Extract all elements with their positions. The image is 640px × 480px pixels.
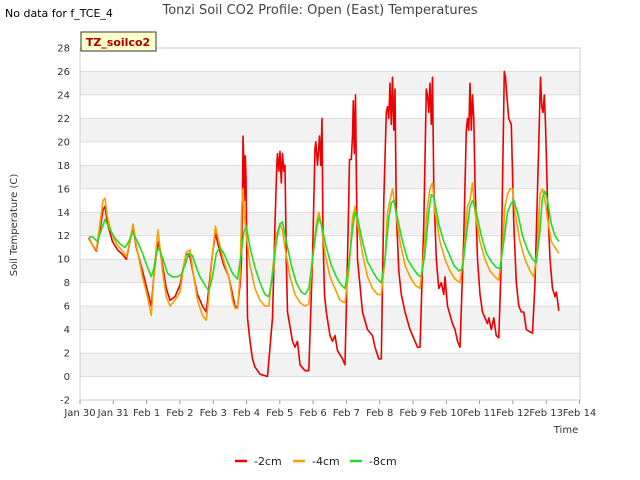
y-tick-label: 8 <box>64 278 70 289</box>
y-tick-label: 16 <box>57 184 70 195</box>
x-tick-label: Feb 5 <box>266 408 293 419</box>
band <box>80 165 580 189</box>
x-tick-label: Feb 1 <box>133 408 160 419</box>
x-tick-label: Feb 8 <box>366 408 393 419</box>
x-tick-label: Feb 7 <box>333 408 360 419</box>
legend-label: -2cm <box>254 455 282 468</box>
y-tick-label: 4 <box>64 325 70 336</box>
band <box>80 259 580 283</box>
y-tick-label: 22 <box>57 114 70 125</box>
x-axis-label: Time <box>553 425 578 436</box>
y-tick-label: 14 <box>57 208 70 219</box>
y-tick-label: 18 <box>57 161 70 172</box>
series-line-m2cm <box>88 70 560 378</box>
y-tick-label: 6 <box>64 302 70 313</box>
legend-label: -4cm <box>312 455 340 468</box>
y-tick-label: 24 <box>57 90 70 101</box>
band <box>80 306 580 330</box>
y-tick-label: 0 <box>64 372 70 383</box>
annotation-text: TZ_soilco2 <box>86 36 150 49</box>
x-tick-label: Feb 12 <box>496 408 530 419</box>
y-tick-label: 2 <box>64 349 70 360</box>
x-tick-label: Jan 30 <box>63 408 95 419</box>
y-tick-label: 28 <box>57 44 70 55</box>
x-tick-label: Feb 11 <box>463 408 497 419</box>
legend-label: -8cm <box>369 455 397 468</box>
x-tick-label: Feb 2 <box>166 408 193 419</box>
band <box>80 71 580 95</box>
annotation-tag: TZ_soilco2 <box>80 31 157 52</box>
y-axis-label: Soil Temperature (C) <box>9 174 20 277</box>
band <box>80 118 580 142</box>
x-tick-label: Feb 3 <box>200 408 227 419</box>
series-line-m4cm <box>88 182 560 322</box>
series-line-m8cm <box>88 190 560 298</box>
series-lines <box>88 70 560 378</box>
band <box>80 353 580 377</box>
x-tick-label: Feb 13 <box>529 408 563 419</box>
no-data-notice: No data for f_TCE_4 <box>5 7 113 20</box>
chart-title: Tonzi Soil CO2 Profile: Open (East) Temp… <box>162 3 478 18</box>
y-tick-label: 20 <box>57 137 70 148</box>
plot-background <box>80 48 580 400</box>
x-tick-label: Jan 31 <box>97 408 129 419</box>
y-tick-label: 12 <box>57 231 70 242</box>
x-tick-label: Feb 10 <box>429 408 463 419</box>
plot-frame <box>79 47 581 401</box>
y-tick-label: -2 <box>60 396 70 407</box>
y-tick-label: 10 <box>57 255 70 266</box>
y-tick-label: 26 <box>57 67 70 78</box>
x-tick-label: Feb 14 <box>563 408 597 419</box>
x-tick-label: Feb 9 <box>399 408 426 419</box>
band <box>80 212 580 236</box>
x-tick-label: Feb 4 <box>233 408 260 419</box>
x-tick-label: Feb 6 <box>299 408 326 419</box>
legend: -2cm -4cm -8cm <box>235 455 397 468</box>
x-axis-ticks: Jan 30 Jan 31 Feb 1 Feb 2 Feb 3 Feb 4 Feb 5 Feb… <box>63 400 596 419</box>
